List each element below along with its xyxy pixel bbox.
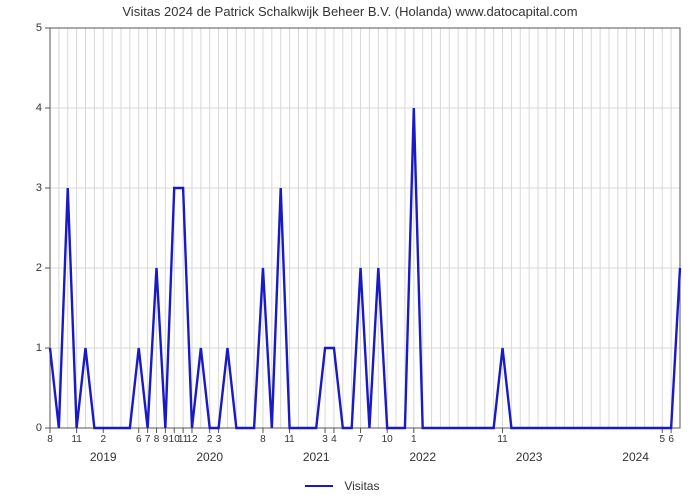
x-tick-label: 4 bbox=[319, 434, 349, 445]
x-year-label: 2021 bbox=[286, 450, 346, 464]
x-tick-label: 7 bbox=[346, 434, 376, 445]
x-year-label: 2024 bbox=[606, 450, 666, 464]
x-tick-label: 2 bbox=[88, 434, 118, 445]
legend-label: Visitas bbox=[344, 479, 379, 493]
legend-swatch bbox=[305, 485, 333, 487]
x-tick-label: 11 bbox=[62, 434, 92, 445]
x-tick-label: 6 bbox=[656, 434, 686, 445]
plot-svg bbox=[0, 0, 700, 500]
y-tick-label: 5 bbox=[12, 22, 42, 34]
y-tick-label: 4 bbox=[12, 102, 42, 114]
chart-container: Visitas 2024 de Patrick Schalkwijk Behee… bbox=[0, 0, 700, 500]
y-tick-label: 1 bbox=[12, 342, 42, 354]
x-tick-label: 8 bbox=[35, 434, 65, 445]
x-tick-label: 11 bbox=[488, 434, 518, 445]
x-year-label: 2019 bbox=[73, 450, 133, 464]
y-tick-label: 2 bbox=[12, 262, 42, 274]
x-year-label: 2022 bbox=[393, 450, 453, 464]
x-tick-label: 10 bbox=[372, 434, 402, 445]
x-tick-label: 11 bbox=[275, 434, 305, 445]
x-year-label: 2023 bbox=[499, 450, 559, 464]
legend: Visitas bbox=[305, 478, 379, 493]
y-tick-label: 3 bbox=[12, 182, 42, 194]
x-tick-label: 1 bbox=[399, 434, 429, 445]
x-year-label: 2020 bbox=[180, 450, 240, 464]
x-tick-label: 8 bbox=[248, 434, 278, 445]
x-tick-label: 3 bbox=[204, 434, 234, 445]
y-tick-label: 0 bbox=[12, 422, 42, 434]
